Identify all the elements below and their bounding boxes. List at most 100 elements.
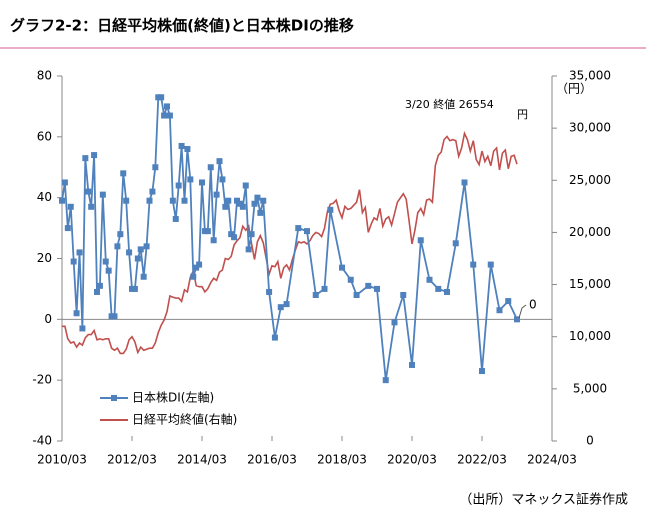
marker [140, 273, 147, 280]
marker [271, 334, 278, 341]
marker [102, 258, 109, 265]
marker [260, 197, 267, 204]
marker [120, 170, 127, 177]
legend-label: 日本株DI(左軸) [132, 390, 214, 405]
marker [91, 152, 98, 159]
annotation-leader [518, 304, 527, 319]
y-tick-label: 60 [37, 129, 52, 143]
marker [158, 94, 165, 101]
marker [161, 112, 168, 119]
marker [207, 164, 214, 171]
marker [231, 234, 238, 241]
marker [374, 285, 380, 292]
marker [470, 261, 477, 268]
marker [234, 197, 240, 204]
marker [131, 285, 138, 292]
marker [277, 304, 284, 311]
annotation: 0 [529, 298, 537, 312]
marker [239, 203, 246, 210]
marker [254, 194, 261, 201]
marker [94, 288, 100, 295]
x-tick-label: 2010/03 [37, 453, 87, 467]
x-tick-label: 2014/03 [177, 453, 227, 467]
marker [347, 276, 354, 283]
marker [126, 249, 133, 256]
marker [365, 282, 372, 289]
x-tick-label: 2016/03 [247, 453, 297, 467]
marker [99, 191, 106, 198]
series-line [62, 130, 518, 355]
marker [137, 246, 144, 253]
y2-tick-label: 0 [586, 434, 594, 448]
y2-unit: （円） [556, 82, 592, 96]
marker [117, 231, 124, 238]
marker [505, 298, 512, 305]
marker [245, 246, 252, 253]
x-tick-label: 2020/03 [387, 453, 437, 467]
y-tick-label: 80 [37, 69, 52, 83]
marker [199, 179, 205, 186]
marker [339, 264, 345, 271]
marker [88, 203, 95, 210]
marker [166, 112, 173, 119]
marker [496, 307, 503, 314]
marker [134, 255, 141, 262]
y-tick-label: 20 [37, 251, 52, 265]
y2-tick-label: 20,000 [569, 225, 611, 239]
marker [164, 103, 170, 110]
y-tick-label: 0 [44, 312, 52, 326]
marker [382, 377, 389, 384]
marker [228, 231, 235, 238]
marker [426, 276, 433, 283]
marker [149, 188, 156, 195]
marker [304, 228, 310, 235]
y2-tick-label: 35,000 [569, 69, 611, 83]
marker [61, 179, 68, 186]
marker [417, 237, 424, 244]
y2-tick-label: 30,000 [569, 121, 611, 135]
marker [152, 164, 159, 171]
marker [514, 316, 520, 323]
marker [248, 231, 255, 238]
marker [487, 261, 494, 268]
marker [219, 176, 226, 183]
y-tick-label: -40 [32, 434, 52, 448]
marker [169, 197, 176, 204]
marker [242, 182, 249, 189]
y2-tick-label: 5,000 [573, 381, 607, 395]
marker [461, 179, 468, 186]
x-tick-label: 2012/03 [107, 453, 157, 467]
x-tick-label: 2024/03 [527, 453, 577, 467]
marker [266, 288, 273, 295]
marker [96, 282, 103, 289]
marker [181, 197, 188, 204]
marker [312, 292, 319, 298]
marker [216, 158, 223, 165]
marker [146, 197, 153, 204]
marker [178, 142, 185, 149]
marker [123, 197, 130, 204]
marker [64, 225, 71, 232]
source-note: （出所）マネックス証券作成 [459, 492, 628, 508]
y-tick-label: -20 [32, 373, 52, 387]
marker [295, 225, 302, 232]
marker [283, 301, 290, 308]
x-tick-label: 2018/03 [317, 453, 367, 467]
marker [59, 197, 65, 204]
marker [79, 325, 86, 332]
chart-title: グラフ2-2：日経平均株価(終値)と日本株DIの推移 [10, 17, 354, 35]
marker [251, 200, 258, 207]
marker [190, 273, 197, 280]
marker [479, 368, 485, 375]
marker [444, 288, 450, 295]
y2-tick-label: 25,000 [569, 173, 611, 187]
marker [236, 200, 243, 207]
marker [175, 182, 182, 189]
marker [172, 215, 179, 222]
marker [193, 264, 200, 271]
marker [400, 292, 407, 298]
legend-label: 日経平均終値(右軸) [132, 412, 237, 427]
marker [225, 197, 232, 204]
marker [204, 228, 211, 235]
